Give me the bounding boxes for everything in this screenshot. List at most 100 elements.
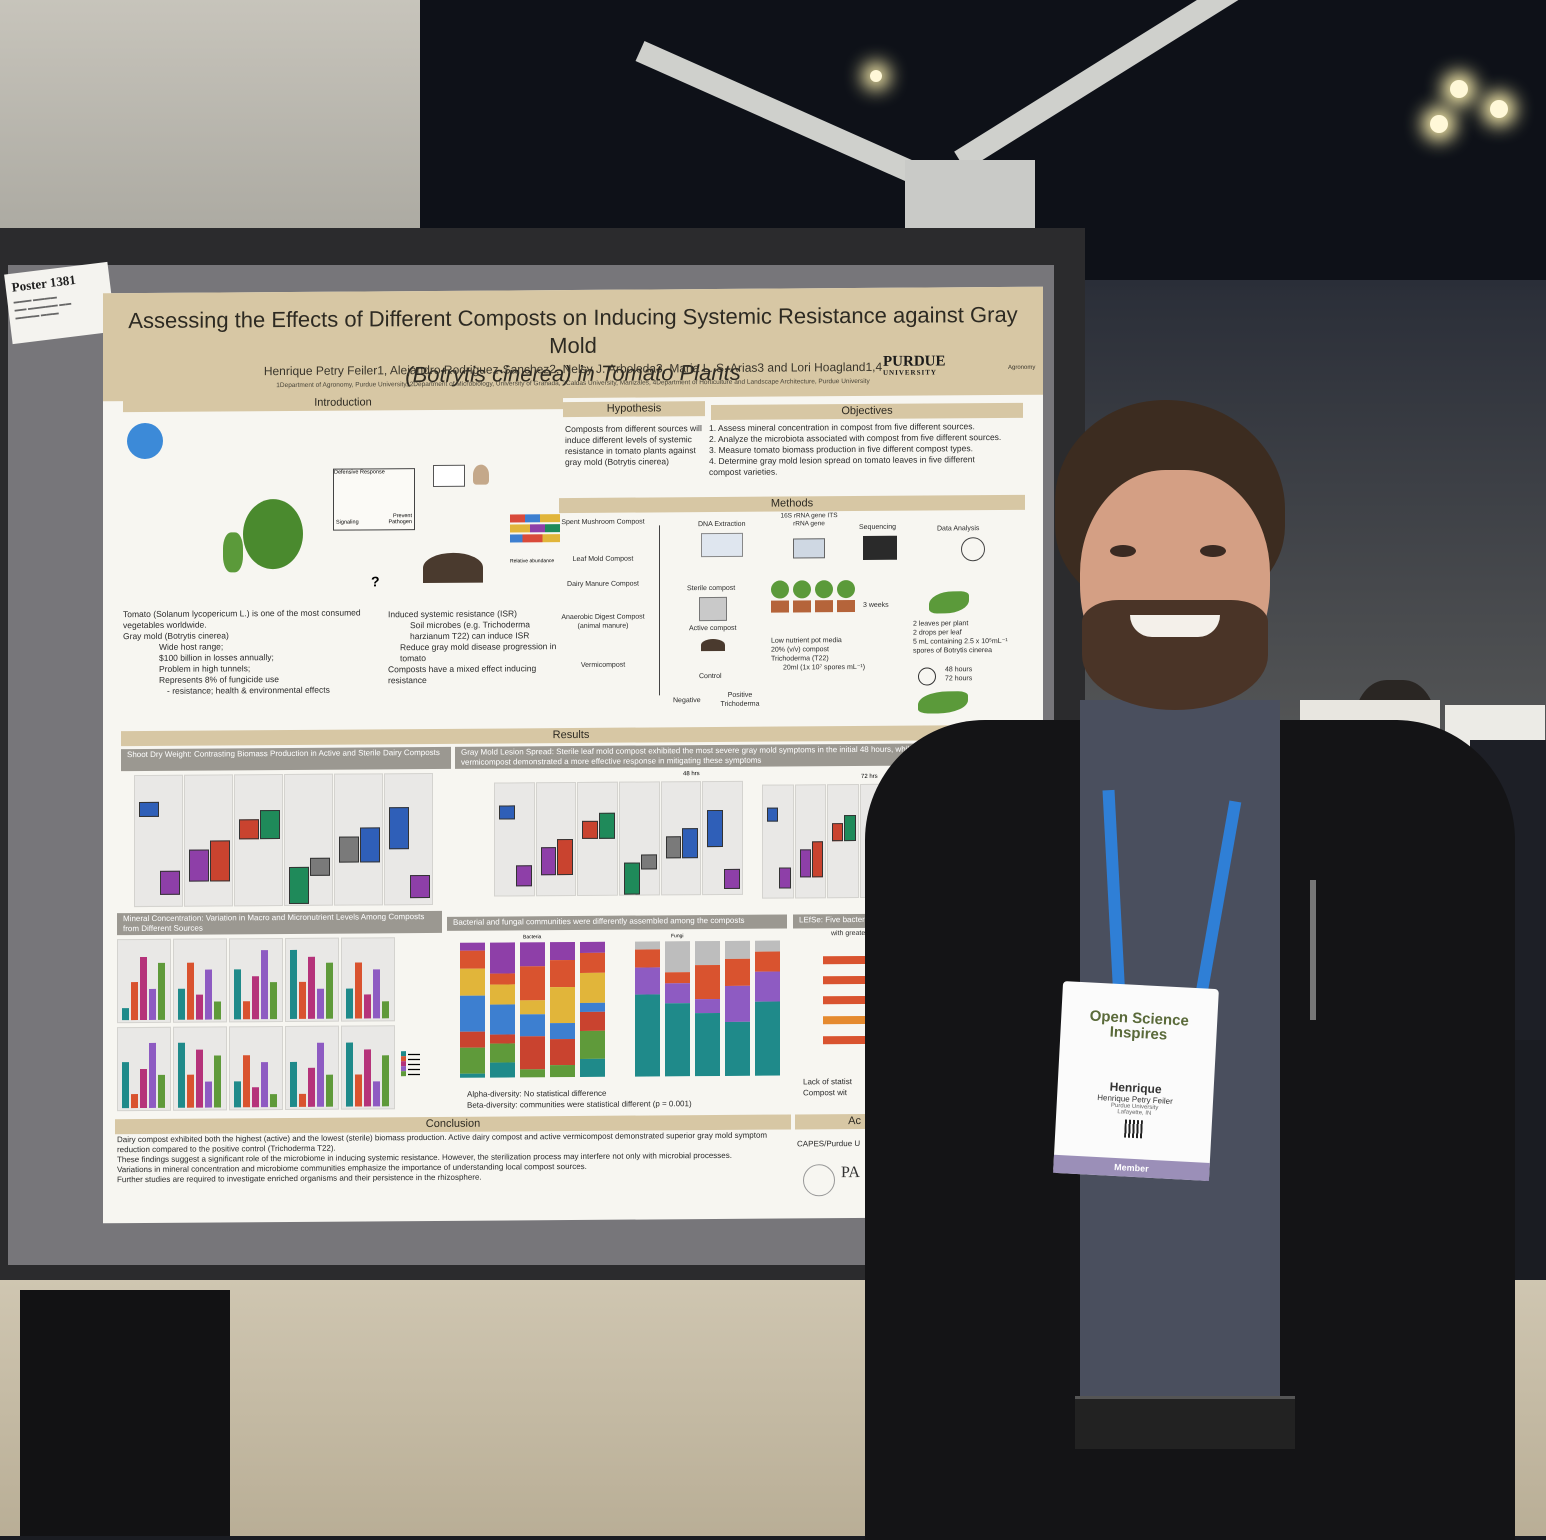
mineral-bar — [382, 1001, 389, 1019]
stacked-column — [725, 940, 750, 1076]
mineral-bar — [346, 988, 353, 1019]
introduction-diagram: Defensive Response Signaling Prevent Pat… — [123, 412, 563, 603]
mineral-bar — [299, 1093, 306, 1107]
stacked-segment — [695, 999, 720, 1013]
weeks-label: 3 weeks — [863, 601, 889, 609]
stacked-segment — [550, 941, 575, 960]
mineral-bar — [187, 1074, 194, 1108]
partner-logo-icon — [803, 1164, 835, 1197]
mineral-bar — [355, 1074, 362, 1107]
stacked-segment — [490, 973, 515, 985]
mineral-legend: ▬▬▬ ▬▬▬ ▬▬▬ ▬▬▬ ▬▬▬ — [401, 1051, 441, 1091]
stacked-segment — [695, 1012, 720, 1077]
stacked-segment — [580, 941, 605, 953]
mineral-panel — [229, 938, 283, 1023]
box-mark — [624, 862, 640, 895]
stacked-segment — [520, 966, 545, 1001]
time-point: 48 hours — [945, 666, 973, 674]
pot-item: 20ml (1x 10⁷ spores mL⁻¹) — [783, 663, 866, 672]
box-mark — [640, 854, 657, 870]
mineral-bar — [382, 1055, 389, 1107]
inoculation-item: 5 mL containing 2.5 x 10⁵mL⁻¹ spores of … — [913, 637, 1008, 655]
mineral-panel — [229, 1026, 283, 1111]
ceiling-light — [1450, 80, 1468, 98]
mineral-bar — [187, 963, 194, 1020]
stacked-segment — [550, 1064, 575, 1078]
stacked-segment — [490, 1004, 515, 1035]
box-mark — [832, 823, 844, 841]
stacked-segment — [580, 1059, 605, 1077]
sequencing-label: Sequencing — [859, 523, 896, 532]
stacked-segment — [550, 986, 575, 1024]
qr-code-icon — [1124, 1119, 1143, 1139]
stacked-segment — [520, 942, 545, 967]
mineral-bar — [270, 1093, 277, 1108]
hypothesis-text: Composts from different sources will ind… — [565, 423, 702, 468]
inoculation-details: 2 leaves per plant 2 drops per leaf 5 mL… — [913, 619, 1023, 656]
box-mark — [799, 849, 811, 877]
mineral-bar — [252, 975, 259, 1020]
analysis-label: Data Analysis — [937, 525, 980, 533]
section-acknowledgements: Ac — [795, 1113, 865, 1130]
beta-note: Beta-diversity: communities were statist… — [467, 1099, 692, 1110]
mineral-bar — [326, 1074, 333, 1107]
lack-note: Lack of statist — [803, 1077, 852, 1087]
stacked-segment — [460, 1031, 485, 1049]
stacked-segment — [725, 985, 750, 1022]
bullet: Soil microbes (e.g. Trichoderma harzianu… — [410, 619, 530, 642]
stacked-segment — [520, 1036, 545, 1070]
section-objectives: Objectives — [711, 402, 1023, 421]
stacked-segment — [460, 942, 485, 951]
fungi-stacked-chart — [633, 940, 783, 1077]
logo-main: PURDUE — [883, 353, 946, 370]
stacked-segment — [635, 941, 660, 950]
chart-panel — [660, 781, 702, 896]
intro-bullets-right: Induced systemic resistance (ISR) Soil m… — [388, 608, 558, 686]
stacked-segment — [550, 1022, 575, 1040]
box-mark — [289, 867, 309, 905]
mineral-bar — [317, 988, 324, 1019]
autoclave-icon — [699, 596, 727, 622]
mineral-bar — [122, 1007, 129, 1021]
stacked-segment — [725, 958, 750, 986]
section-hypothesis: Hypothesis — [563, 401, 705, 418]
stacked-column — [550, 941, 575, 1078]
lesion-48-label: 48 hrs — [683, 771, 700, 778]
objectives-list: 1. Assess mineral concentration in compo… — [709, 421, 1009, 478]
stacked-segment — [665, 983, 690, 1004]
man-belt — [1075, 1396, 1295, 1449]
mineral-bar — [158, 963, 165, 1020]
sterile-label: Sterile compost — [687, 584, 736, 593]
hall-wall — [0, 0, 420, 260]
stacked-segment — [520, 1013, 545, 1037]
mineral-bar — [364, 994, 371, 1019]
stacked-column — [665, 941, 690, 1077]
lesion-72-label: 72 hrs — [861, 773, 878, 780]
lefse-title-2: with greater — [831, 929, 868, 938]
box-mark — [160, 870, 180, 895]
mineral-panel — [117, 1026, 171, 1112]
box-mark — [540, 846, 557, 875]
mineral-bar — [290, 950, 297, 1019]
section-introduction: Introduction — [123, 394, 563, 413]
box-mark — [210, 840, 230, 882]
mineral-bar — [270, 982, 277, 1020]
mushroom-icon — [473, 464, 489, 485]
box-mark — [410, 875, 430, 899]
stacked-segment — [580, 1002, 605, 1013]
active-label: Active compost — [689, 624, 737, 633]
stacked-segment — [490, 984, 515, 1005]
poster-number-label: Poster 1381 ▬▬▬ ▬▬▬▬ ▬▬ ▬▬▬▬▬ ▬▬ ▬▬▬▬ ▬▬▬ — [4, 261, 116, 345]
jacket-zipper — [1310, 880, 1316, 1020]
box-mark — [310, 857, 330, 876]
compost-sources: Spent Mushroom Compost Leaf Mold Compost… — [553, 517, 653, 670]
cow-icon — [433, 464, 465, 487]
extraction-kit-icon — [701, 532, 743, 558]
mineral-bar — [234, 1081, 241, 1108]
compost-source: Vermicompost — [580, 661, 626, 669]
stacked-segment — [755, 1001, 780, 1076]
tomato-plant-icon — [243, 498, 303, 570]
box-mark — [767, 807, 779, 822]
stacked-segment — [460, 950, 485, 969]
leaf-icon — [929, 591, 969, 614]
